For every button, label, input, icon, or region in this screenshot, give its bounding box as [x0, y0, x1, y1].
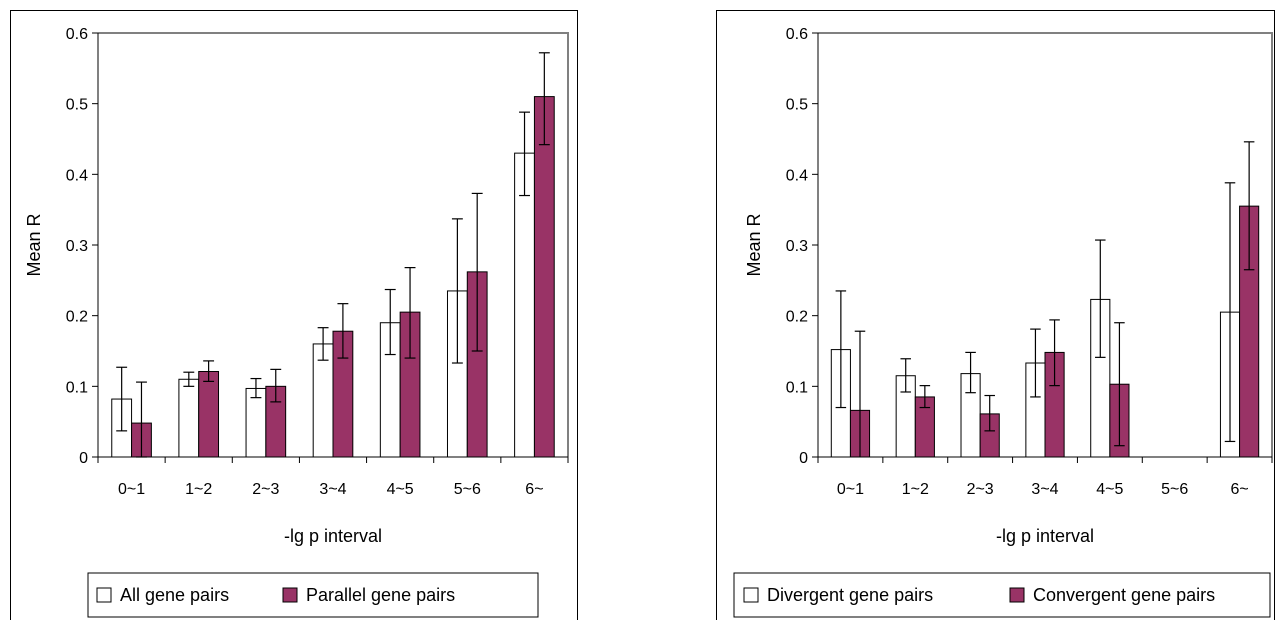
- bar: [178, 378, 200, 458]
- chart-1: 0 0.1 0.2 0.3 0.4 0.5 0.6 0~1 1~2 2~3 3~4 4~5 5~6 6~ -…: [10, 10, 578, 620]
- bar: [312, 343, 334, 458]
- y-tick-label: 0.2: [66, 309, 88, 326]
- x-tick-label: 3~4: [319, 481, 346, 498]
- legend-label: Convergent gene pairs: [1033, 585, 1215, 605]
- legend-label: All gene pairs: [120, 585, 229, 605]
- plot-area-border: [98, 32, 569, 457]
- y-tick-label: 0.5: [786, 97, 808, 114]
- legend-swatch: [743, 587, 759, 603]
- bar: [533, 96, 555, 458]
- x-tick-label: 0~1: [837, 481, 864, 498]
- x-tick-label: 0~1: [118, 481, 145, 498]
- y-tick-label: 0: [79, 450, 88, 467]
- legend-label: Parallel gene pairs: [306, 585, 455, 605]
- legend-swatch: [1009, 587, 1025, 603]
- y-tick-label: 0.4: [786, 167, 808, 184]
- chart-frame: [10, 10, 578, 620]
- legend-label: Divergent gene pairs: [767, 585, 933, 605]
- legend-swatch: [96, 587, 112, 603]
- y-tick-label: 0.2: [786, 309, 808, 326]
- y-tick-label: 0: [799, 450, 808, 467]
- x-tick-label: 5~6: [1161, 481, 1188, 498]
- x-tick-label: 2~3: [252, 481, 279, 498]
- bar: [514, 152, 535, 458]
- legend-box: [87, 572, 539, 618]
- y-axis-title: Mean R: [744, 213, 764, 276]
- x-tick-label: 5~6: [454, 481, 481, 498]
- y-tick-label: 0.1: [786, 379, 808, 396]
- legend-box: [733, 572, 1271, 618]
- legend: Divergent gene pairs Convergent gene pair…: [733, 572, 1271, 618]
- y-tick-label: 0.1: [66, 379, 88, 396]
- y-tick-label: 0.3: [66, 238, 88, 255]
- x-tick-label: 3~4: [1031, 481, 1058, 498]
- x-tick-label: 4~5: [387, 481, 414, 498]
- x-axis-title: -lg p interval: [284, 526, 382, 546]
- plot-area-border: [818, 32, 1273, 457]
- x-tick-label: 1~2: [185, 481, 212, 498]
- y-axis-title: Mean R: [24, 213, 44, 276]
- bar: [245, 387, 267, 458]
- x-tick-label: 6~: [1230, 481, 1248, 498]
- y-tick-label: 0.5: [66, 97, 88, 114]
- legend: All gene pairs Parallel gene pairs: [87, 572, 539, 618]
- legend-swatch: [282, 587, 298, 603]
- x-tick-label: 4~5: [1096, 481, 1123, 498]
- x-tick-label: 1~2: [902, 481, 929, 498]
- y-tick-label: 0.6: [786, 26, 808, 43]
- y-tick-label: 0.3: [786, 238, 808, 255]
- bar: [198, 370, 220, 458]
- chart-2: 0 0.1 0.2 0.3 0.4 0.5 0.6 0~1 1~2 2~3 3~4 4~5 5~6 6~ -…: [716, 10, 1275, 620]
- x-tick-label: 2~3: [967, 481, 994, 498]
- y-tick-label: 0.6: [66, 26, 88, 43]
- y-tick-label: 0.4: [66, 167, 88, 184]
- x-axis-title: -lg p interval: [996, 526, 1094, 546]
- x-tick-label: 6~: [525, 481, 543, 498]
